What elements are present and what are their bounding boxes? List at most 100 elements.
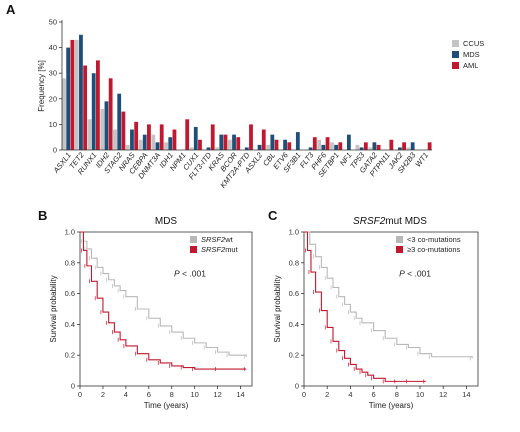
y-tick-label: 20	[49, 94, 57, 103]
y-axis-label: Survival probability	[49, 275, 58, 342]
bar-setbp1-ccus	[330, 142, 334, 150]
x-tick-label: 12	[213, 390, 221, 399]
y-tick-label: 0	[53, 146, 57, 155]
legend-swatch-aml	[452, 62, 459, 69]
bar-cbl-aml	[274, 139, 279, 150]
y-tick-label: 0.8	[65, 258, 75, 267]
legend-suffix: mut	[225, 245, 238, 254]
bar-bcor-mds	[232, 134, 236, 150]
bar-ptpn11-aml	[389, 139, 394, 150]
legend-swatch-ccus	[452, 40, 459, 47]
panel-a-bar-chart: 0 10 20 30 40 50 ASXL1TET2RUNX1IDH2STAG2NRASC…	[37, 18, 484, 190]
legend-gene-name: SRSF2	[201, 235, 226, 244]
bar-runx1-aml	[95, 60, 100, 150]
bar-kmt2a-ptd-mds	[244, 147, 249, 150]
legend: CCUS MDS AML	[452, 39, 484, 70]
bar-asxl2-mds	[257, 144, 262, 150]
legend-swatch-srsf2mut	[190, 246, 197, 253]
panel-b-title: MDS	[155, 216, 178, 227]
bar-cux1-ccus	[189, 147, 194, 150]
bar-gata2-ccus	[368, 147, 373, 150]
legend-suffix: wt	[224, 235, 233, 244]
y-axis-label: Frequency [%]	[37, 60, 46, 112]
x-tick-label: 4	[124, 390, 128, 399]
title-rest: mut MDS	[385, 216, 427, 227]
bar-kras-aml	[223, 134, 228, 150]
bar-cebpa-aml	[147, 124, 151, 150]
bar-idh2-mds	[104, 101, 109, 150]
legend-gene-name: SRSF2	[201, 245, 226, 254]
bar-cbl-ccus	[266, 144, 271, 150]
bar-sf3b1-mds	[295, 132, 300, 150]
survival-curves	[80, 231, 247, 372]
bar-sh2b3-mds	[410, 142, 415, 150]
bar-flt3-mds	[308, 147, 313, 150]
bar-bcor-aml	[236, 137, 241, 150]
y-tick-label: 0	[295, 382, 299, 391]
bar-setbp1-aml	[338, 142, 343, 150]
x-axis-label: Time (years)	[144, 401, 189, 410]
p-value-symbol: P	[399, 269, 405, 279]
bar-phf6-ccus	[317, 139, 322, 150]
x-tick-label: 2	[101, 390, 105, 399]
bar-nras-mds	[130, 129, 134, 150]
y-tick-label: 0	[71, 382, 75, 391]
legend-label-srsf2wt: SRSF2wt	[201, 235, 234, 244]
x-tick-label: 14	[236, 390, 244, 399]
y-tick-label: 40	[49, 43, 57, 52]
bar-cux1-aml	[198, 139, 202, 150]
bar-stag2-mds	[117, 93, 122, 150]
bar-flt3-itd-aml	[210, 124, 215, 150]
bar-wt1-aml	[427, 142, 432, 150]
legend-swatch-mds	[452, 51, 459, 58]
bars	[62, 34, 432, 150]
y-tick-label: 30	[49, 69, 57, 78]
bar-setbp1-mds	[334, 144, 339, 150]
x-tick-label: 4	[348, 390, 352, 399]
x-tick-label: 12	[439, 390, 447, 399]
bar-tet2-ccus	[74, 39, 79, 150]
bar-cebpa-mds	[142, 134, 147, 150]
y-tick-label: 0.2	[289, 351, 299, 360]
bar-dnmt3a-aml	[159, 124, 164, 150]
legend-label-srsf2mut: SRSF2mut	[201, 245, 239, 254]
bar-stag2-ccus	[113, 129, 117, 150]
legend: <3 co-mutations≥3 co-mutations	[396, 235, 461, 254]
y-tick-label: 0.6	[65, 289, 75, 298]
x-tick-label: 0	[302, 390, 306, 399]
legend-label-ccus: CCUS	[463, 39, 484, 48]
y-tick-label: 0.6	[289, 289, 299, 298]
x-tick-label: 8	[170, 390, 174, 399]
axis-ticks: 0 2 4 6 8 10 12 14 0 0.2 0.4 0.6 0.8 1.0	[65, 228, 245, 400]
x-tick-label: 10	[416, 390, 424, 399]
bar-nras-ccus	[125, 144, 130, 150]
bar-jak2-aml	[402, 142, 407, 150]
panel-c-km-plot: SRSF2mut MDS 0 2 4 6 8 10 12 14 0 0.2 0.4 0.6 0.8 1.0…	[273, 216, 479, 410]
panel-letter-a: A	[6, 2, 16, 17]
bar-tp53-mds	[359, 147, 364, 150]
legend-swatch-3-co-mutations	[396, 236, 403, 243]
bar-flt3-itd-mds	[206, 147, 211, 150]
bar-cux1-mds	[193, 126, 198, 150]
bar-idh2-ccus	[100, 109, 105, 150]
x-tick-label: 0	[78, 390, 82, 399]
bar-tp53-aml	[363, 142, 368, 150]
p-value: P < .001	[174, 269, 206, 279]
bar-idh1-ccus	[164, 142, 168, 150]
legend-swatch-3-co-mutations	[396, 246, 403, 253]
y-tick-label: 1.0	[65, 228, 75, 237]
bar-tp53-ccus	[355, 144, 360, 150]
y-tick-label: 0.4	[289, 320, 299, 329]
bar-nf1-mds	[346, 134, 351, 150]
gene-label-wt1: WT1	[413, 151, 430, 169]
survival-curves	[304, 231, 473, 384]
survival-curve-gray	[80, 231, 247, 357]
x-tick-label: 6	[147, 390, 151, 399]
p-value-text: < .001	[405, 269, 432, 279]
bar-phf6-mds	[321, 144, 326, 150]
bar-tet2-mds	[79, 34, 83, 150]
bar-kras-ccus	[215, 147, 219, 150]
p-value-text: < .001	[180, 269, 207, 279]
